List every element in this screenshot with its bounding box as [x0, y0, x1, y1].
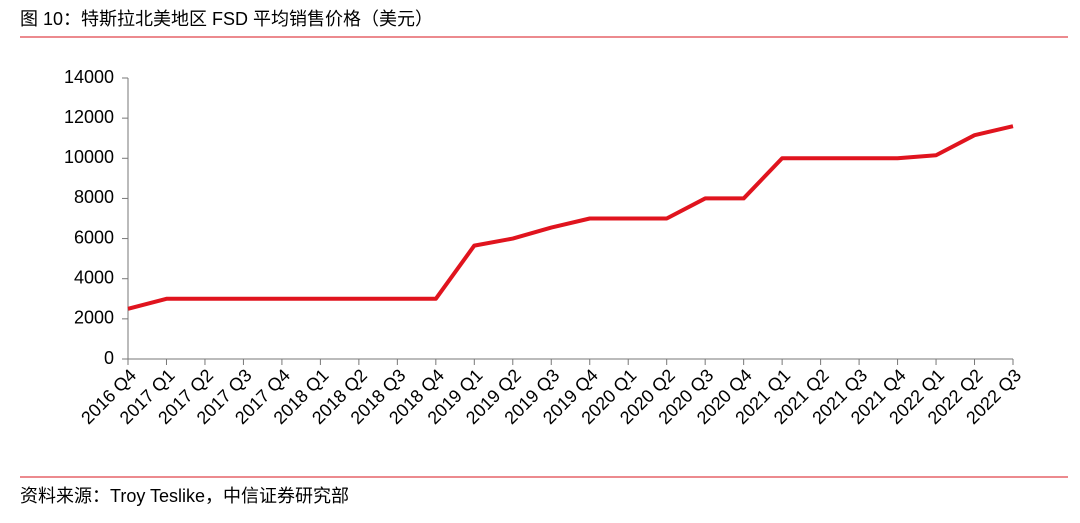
data-line: [127, 124, 1014, 311]
y-tick-label: 8000: [74, 187, 114, 207]
y-tick-label: 2000: [74, 308, 114, 328]
y-tick-label: 4000: [74, 267, 114, 287]
chart-title: 图 10：特斯拉北美地区 FSD 平均销售价格（美元）: [20, 9, 433, 29]
y-tick-label: 12000: [64, 107, 114, 127]
y-tick-label: 6000: [74, 227, 114, 247]
y-tick-label: 0: [104, 348, 114, 368]
y-tick-label: 14000: [64, 67, 114, 87]
source: 资料来源：Troy Teslike，中信证券研究部: [20, 486, 349, 506]
y-tick-label: 10000: [64, 147, 114, 167]
